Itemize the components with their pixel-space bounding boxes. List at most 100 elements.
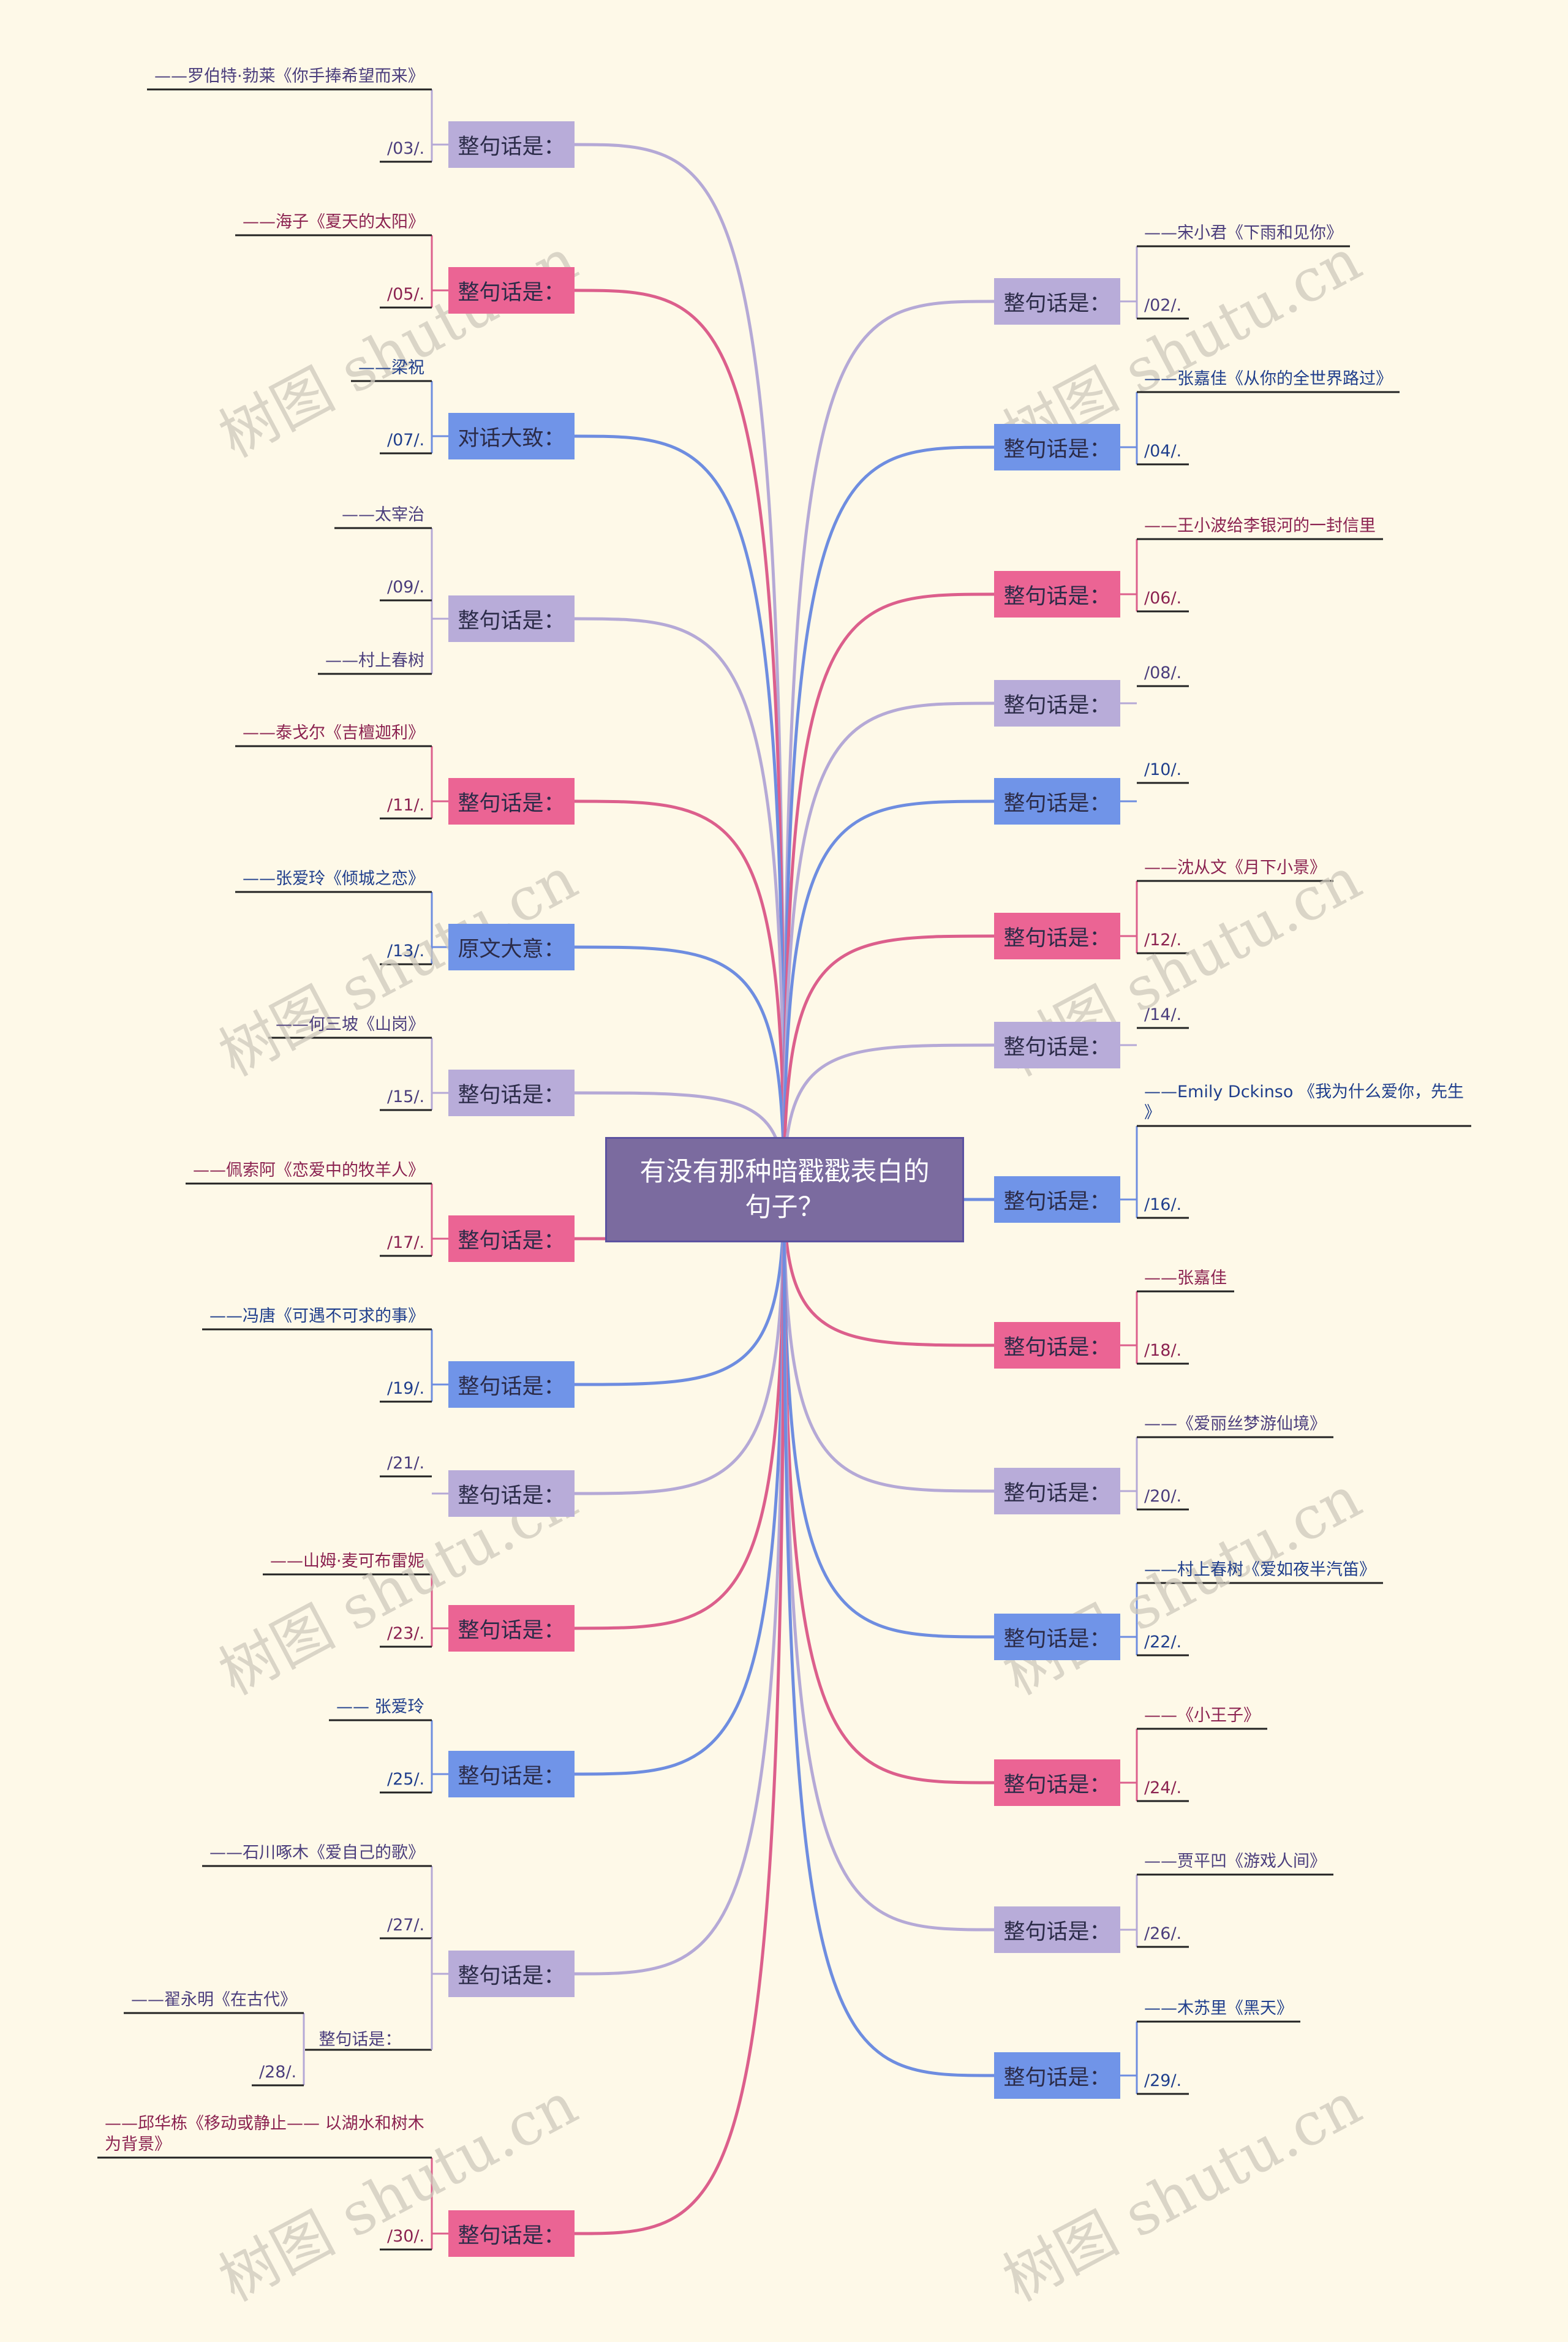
leaf-text: ——泰戈尔《吉檀迦利》 — [243, 723, 424, 742]
branch-connector — [574, 1189, 786, 1495]
branch-node-right[interactable]: 整句话是： — [994, 1468, 1120, 1514]
leaf-text: ——海子《夏天的太阳》 — [243, 213, 424, 232]
branch-node-left[interactable]: 整句话是： — [448, 1215, 575, 1262]
branch-node-left[interactable]: 整句话是： — [448, 1751, 575, 1797]
branch-connector — [574, 799, 786, 1190]
branch-connector — [782, 799, 995, 1190]
branch-node-left[interactable]: 整句话是： — [448, 1361, 575, 1408]
leaf-text: ——冯唐《可遇不可求的事》 — [209, 1307, 424, 1326]
leaf-text: ——村上春树《爱如夜半汽笛》 — [1144, 1560, 1376, 1579]
branch-node-left[interactable]: 整句话是： — [448, 121, 575, 168]
central-topic[interactable]: 有没有那种暗戳戳表白的 句子？ — [605, 1137, 964, 1242]
leaf-text: ——何三坡《山岗》 — [276, 1015, 424, 1034]
leaf-text: /29/. — [1144, 2071, 1182, 2090]
leaf-text: /02/. — [1144, 296, 1182, 315]
leaf-text: ——石川啄木《爱自己的歌》 — [209, 1843, 424, 1862]
branch-connector — [782, 445, 995, 1190]
branch-connector — [574, 143, 786, 1190]
branch-node-right[interactable]: 整句话是： — [994, 278, 1120, 325]
leaf-text: /17/. — [387, 1233, 425, 1252]
leaf-text: /04/. — [1144, 442, 1182, 461]
branch-node-right[interactable]: 整句话是： — [994, 1906, 1120, 1953]
branch-node-right[interactable]: 整句话是： — [994, 1759, 1120, 1806]
leaf-text: /24/. — [1144, 1778, 1182, 1797]
leaf-text: /13/. — [387, 942, 425, 961]
leaf-text: —— 张爱玲 — [336, 1698, 424, 1717]
leaf-text: /09/. — [387, 578, 425, 597]
leaf-text: ——贾平凹《游戏人间》 — [1144, 1852, 1326, 1871]
leaf-text: /18/. — [1144, 1341, 1182, 1360]
branch-node-right[interactable]: 整句话是： — [994, 913, 1120, 959]
branch-node-left[interactable]: 整句话是： — [448, 778, 575, 825]
leaf-text: ——《小王子》 — [1144, 1706, 1260, 1725]
leaf-text: ——木苏里《黑天》 — [1144, 1999, 1293, 2018]
branch-node-right[interactable]: 整句话是： — [994, 571, 1120, 618]
branch-node-left[interactable]: 整句话是： — [448, 1070, 575, 1116]
branch-node-left[interactable]: 整句话是： — [448, 267, 575, 314]
branch-node-left[interactable]: 整句话是： — [448, 1470, 575, 1517]
leaf-text: /28/. — [259, 2063, 297, 2082]
leaf-text: /05/. — [387, 285, 425, 304]
branch-node-left[interactable]: 原文大意： — [448, 924, 575, 970]
leaf-text: ——宋小君《下雨和见你》 — [1144, 224, 1343, 243]
branch-connector — [782, 934, 995, 1190]
branch-node-right[interactable]: 整句话是： — [994, 424, 1120, 470]
leaf-text: /12/. — [1144, 931, 1182, 950]
leaf-text: ——沈从文《月下小景》 — [1144, 858, 1326, 877]
leaf-text: /22/. — [1144, 1633, 1182, 1652]
branch-connector — [574, 1189, 786, 1386]
branch-connector — [782, 701, 995, 1190]
branch-connector — [574, 945, 786, 1190]
branch-node-right[interactable]: 整句话是： — [994, 1176, 1120, 1223]
leaf-text: /30/. — [387, 2227, 425, 2246]
branch-node-right[interactable]: 整句话是： — [994, 778, 1120, 825]
leaf-text: /10/. — [1144, 760, 1182, 779]
branch-node-left[interactable]: 整句话是： — [448, 595, 575, 642]
branch-node-left[interactable]: 整句话是： — [448, 2210, 575, 2257]
branch-node-left[interactable]: 对话大致： — [448, 413, 575, 459]
branch-connector — [574, 289, 786, 1190]
central-topic-line-1: 有没有那种暗戳戳表白的 — [639, 1156, 930, 1187]
branch-connector — [782, 1189, 995, 1932]
leaf-text: ——罗伯特·勃莱《你手捧希望而来》 — [154, 67, 424, 86]
leaf-text: /21/. — [387, 1454, 425, 1473]
leaf-text: /27/. — [387, 1916, 425, 1935]
leaf-text: ——太宰治 — [342, 505, 424, 524]
leaf-text: ——邱华栋《移动或静止—— 以湖水和树木 为背景》 — [105, 2114, 424, 2154]
leaf-text: ——《爱丽丝梦游仙境》 — [1144, 1415, 1326, 1434]
branch-connector — [782, 592, 995, 1190]
branch-node-right[interactable]: 整句话是： — [994, 1022, 1120, 1068]
leaf-text: ——梁祝 — [358, 358, 424, 377]
branch-node-right[interactable]: 整句话是： — [994, 1614, 1120, 1660]
branch-node-right[interactable]: 整句话是： — [994, 2052, 1120, 2099]
leaf-text: ——翟永明《在古代》 — [131, 1990, 296, 2009]
branch-connector — [782, 1189, 995, 2077]
leaf-text: ——山姆·麦可布雷妮 — [270, 1552, 424, 1571]
leaf-text: /23/. — [387, 1624, 425, 1643]
leaf-text: /11/. — [387, 796, 425, 815]
leaf-text: /14/. — [1144, 1005, 1182, 1024]
branch-connector — [782, 1189, 995, 1493]
leaf-text: /20/. — [1144, 1487, 1182, 1506]
leaf-text: /06/. — [1144, 589, 1182, 608]
leaf-text: /25/. — [387, 1770, 425, 1789]
leaf-text: ——佩索阿《恋爱中的牧羊人》 — [193, 1161, 424, 1180]
leaf-text: /03/. — [387, 139, 425, 158]
leaf-text: /26/. — [1144, 1924, 1182, 1943]
branch-node-right[interactable]: 整句话是： — [994, 1322, 1120, 1369]
leaf-text: /07/. — [387, 431, 425, 450]
branch-node-right[interactable]: 整句话是： — [994, 680, 1120, 727]
branch-connector — [574, 434, 786, 1190]
branch-connector — [574, 1189, 786, 1776]
branch-connector — [782, 1189, 995, 1347]
sub-branch-node[interactable]: 整句话是： — [318, 2030, 402, 2049]
leaf-text: ——张嘉佳《从你的全世界路过》 — [1144, 369, 1392, 388]
branch-node-left[interactable]: 整句话是： — [448, 1605, 575, 1652]
branch-connector — [574, 1189, 786, 2235]
leaf-text: ——张爱玲《倾城之恋》 — [243, 869, 424, 888]
leaf-text: ——村上春树 — [325, 651, 424, 670]
branch-node-left[interactable]: 整句话是： — [448, 1951, 575, 1997]
branch-connector — [782, 300, 995, 1190]
branch-connector — [782, 1189, 995, 1639]
